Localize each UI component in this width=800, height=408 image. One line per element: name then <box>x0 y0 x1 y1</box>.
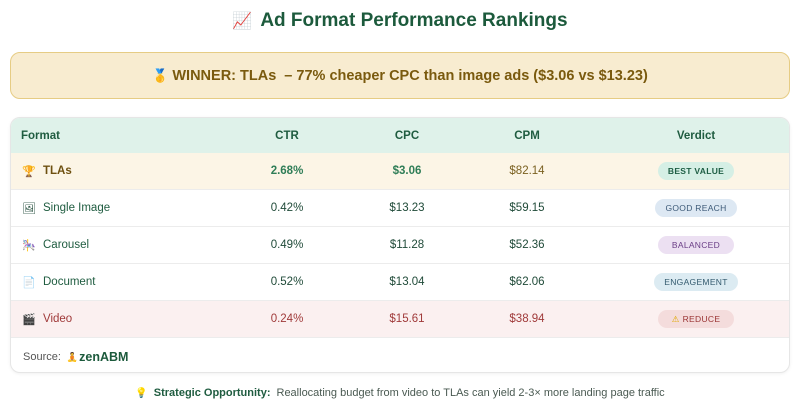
medal-icon: 🥇 <box>152 68 169 83</box>
document-icon: 📄 <box>22 276 36 289</box>
page-title: 📈 Ad Format Performance Rankings <box>0 8 800 34</box>
ctr-value: 0.49% <box>270 239 304 251</box>
cpm-value: $82.14 <box>509 165 545 177</box>
table-row: 🏆 TLAs 2.68% $3.06 $82.14 BEST VALUE <box>11 153 789 190</box>
table-row: 🖼 Single Image 0.42% $13.23 $59.15 GOOD R… <box>11 190 789 227</box>
table-row: 📄 Document 0.52% $13.04 $62.06 ENGAGEMENT <box>11 264 789 301</box>
cpc-value: $3.06 <box>392 165 422 177</box>
framed-picture-icon: 🖼 <box>22 202 36 215</box>
winner-label: WINNER: TLAs <box>172 68 277 84</box>
verdict-badge: GOOD REACH <box>655 199 737 217</box>
source-brand-name: zenABM <box>79 350 129 364</box>
format-name: Carousel <box>43 239 90 251</box>
carousel-horse-icon: 🎠 <box>22 239 36 252</box>
chart-increasing-icon: 📈 <box>232 13 253 30</box>
verdict-badge: ENGAGEMENT <box>654 273 738 291</box>
column-header-cpm: CPM <box>514 129 540 142</box>
column-header-cpc: CPC <box>394 129 420 142</box>
cpc-value: $11.28 <box>389 239 425 251</box>
source-brand-logo: 🧘 zenABM <box>67 350 129 364</box>
ctr-value: 2.68% <box>270 165 304 177</box>
format-name: Video <box>43 313 73 325</box>
page-title-text: Ad Format Performance Rankings <box>260 10 568 31</box>
strategic-opportunity-note: 💡 Strategic Opportunity: Reallocating budg… <box>0 384 800 402</box>
cpc-value: $15.61 <box>389 313 425 325</box>
cpc-value: $13.04 <box>389 276 425 288</box>
table-row: 🎬 Video 0.24% $15.61 $38.94 ⚠ REDUCE <box>11 301 789 338</box>
format-name: TLAs <box>43 165 72 177</box>
ctr-value: 0.52% <box>270 276 304 288</box>
verdict-badge: BEST VALUE <box>657 162 735 180</box>
clapper-board-icon: 🎬 <box>22 313 36 326</box>
cpm-value: $59.15 <box>509 202 545 214</box>
warning-icon: ⚠ <box>671 314 680 324</box>
meditation-icon: 🧘 <box>66 351 79 362</box>
verdict-badge: BALANCED <box>658 236 734 254</box>
table-header: Format CTR CPC CPM Verdict <box>11 118 789 153</box>
rankings-table: Format CTR CPC CPM Verdict 🏆 TLAs 2.68% $… <box>10 117 790 373</box>
source-attribution: Source: 🧘 zenABM <box>23 347 128 367</box>
column-header-verdict: Verdict <box>676 129 716 142</box>
source-label: Source: <box>23 351 61 363</box>
footer-text: Reallocating budget from video to TLAs c… <box>276 387 665 399</box>
trophy-icon: 🏆 <box>22 165 36 178</box>
format-name: Document <box>43 276 96 288</box>
verdict-text: REDUCE <box>682 314 721 324</box>
light-bulb-icon: 💡 <box>135 388 148 399</box>
format-name: Single Image <box>43 202 111 214</box>
verdict-badge: ⚠ REDUCE <box>658 310 734 328</box>
ctr-value: 0.42% <box>270 202 304 214</box>
winner-message: – 77% cheaper CPC than image ads ($3.06 … <box>284 68 648 84</box>
footer-label: Strategic Opportunity: <box>153 387 271 399</box>
ctr-value: 0.24% <box>270 313 304 325</box>
cpm-value: $52.36 <box>509 239 545 251</box>
column-header-format: Format <box>21 129 60 142</box>
cpm-value: $62.06 <box>509 276 545 288</box>
table-row: 🎠 Carousel 0.49% $11.28 $52.36 BALANCED <box>11 227 789 264</box>
column-header-ctr: CTR <box>275 129 299 142</box>
cpc-value: $13.23 <box>389 202 425 214</box>
cpm-value: $38.94 <box>509 313 545 325</box>
winner-banner: 🥇 WINNER: TLAs – 77% cheaper CPC than imag… <box>10 52 790 99</box>
